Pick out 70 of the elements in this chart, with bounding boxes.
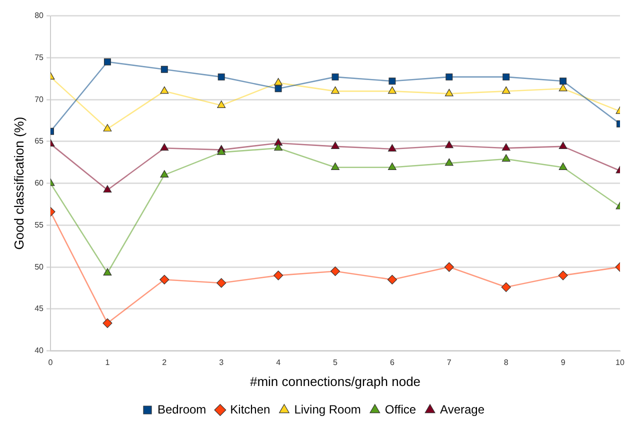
x-tick-label: 9 bbox=[560, 358, 566, 367]
point bbox=[502, 73, 510, 80]
x-tick-label: 4 bbox=[276, 358, 282, 367]
point bbox=[444, 88, 454, 96]
point bbox=[103, 185, 112, 193]
point bbox=[558, 270, 568, 280]
y-tick-label: 65 bbox=[34, 136, 44, 146]
point bbox=[388, 144, 396, 152]
point bbox=[104, 58, 111, 66]
point bbox=[446, 73, 453, 80]
point bbox=[502, 143, 510, 151]
point bbox=[501, 282, 511, 292]
point bbox=[444, 140, 454, 148]
point bbox=[387, 274, 397, 284]
point bbox=[332, 73, 339, 80]
point bbox=[558, 142, 568, 149]
point bbox=[558, 84, 568, 92]
point bbox=[160, 86, 169, 94]
point bbox=[103, 268, 112, 276]
x-tick-label: 5 bbox=[333, 358, 338, 367]
x-tick-label: 7 bbox=[446, 358, 452, 367]
legend-label: Bedroom bbox=[157, 402, 206, 416]
point bbox=[558, 162, 568, 170]
x-tick-label: 3 bbox=[219, 358, 224, 367]
x-tick-label: 1 bbox=[105, 358, 110, 367]
legend-label: Average bbox=[440, 402, 485, 416]
y-tick-label: 55 bbox=[34, 220, 44, 230]
point bbox=[388, 86, 396, 94]
x-tick-label: 6 bbox=[390, 358, 395, 367]
legend-label: Kitchen bbox=[230, 402, 270, 416]
y-tick-label: 75 bbox=[34, 52, 44, 62]
point bbox=[217, 100, 226, 108]
point bbox=[218, 73, 225, 80]
point bbox=[502, 154, 510, 162]
point bbox=[331, 162, 340, 170]
point bbox=[502, 86, 510, 94]
y-tick-label: 70 bbox=[34, 94, 44, 104]
point bbox=[388, 162, 396, 170]
point bbox=[102, 318, 112, 328]
x-axis-title: #min connections/graph node bbox=[250, 374, 421, 389]
point bbox=[216, 278, 226, 288]
legend-label: Office bbox=[384, 402, 416, 416]
x-tick-label: 10 bbox=[616, 358, 625, 367]
point bbox=[160, 143, 169, 151]
point bbox=[560, 78, 567, 85]
y-axis-title: Good classification (%) bbox=[11, 116, 26, 250]
y-tick-label: 80 bbox=[34, 11, 44, 20]
x-tick-label: 0 bbox=[48, 358, 54, 367]
point bbox=[217, 148, 226, 155]
point bbox=[160, 170, 169, 178]
legend-label: Living Room bbox=[294, 402, 361, 416]
y-tick-label: 50 bbox=[34, 262, 44, 272]
x-tick-label: 8 bbox=[504, 358, 509, 367]
y-tick-label: 45 bbox=[34, 304, 44, 314]
point bbox=[330, 266, 340, 276]
point bbox=[160, 66, 168, 73]
point bbox=[388, 78, 396, 85]
point bbox=[274, 78, 282, 86]
point bbox=[274, 270, 284, 280]
y-tick-label: 60 bbox=[34, 178, 44, 188]
point bbox=[274, 143, 282, 151]
point bbox=[160, 274, 170, 284]
y-tick-label: 40 bbox=[34, 346, 44, 356]
point bbox=[444, 262, 454, 272]
point bbox=[274, 85, 282, 92]
point bbox=[331, 86, 340, 94]
x-tick-label: 2 bbox=[162, 358, 168, 367]
point bbox=[444, 158, 454, 166]
point bbox=[103, 124, 112, 132]
point bbox=[331, 142, 340, 149]
